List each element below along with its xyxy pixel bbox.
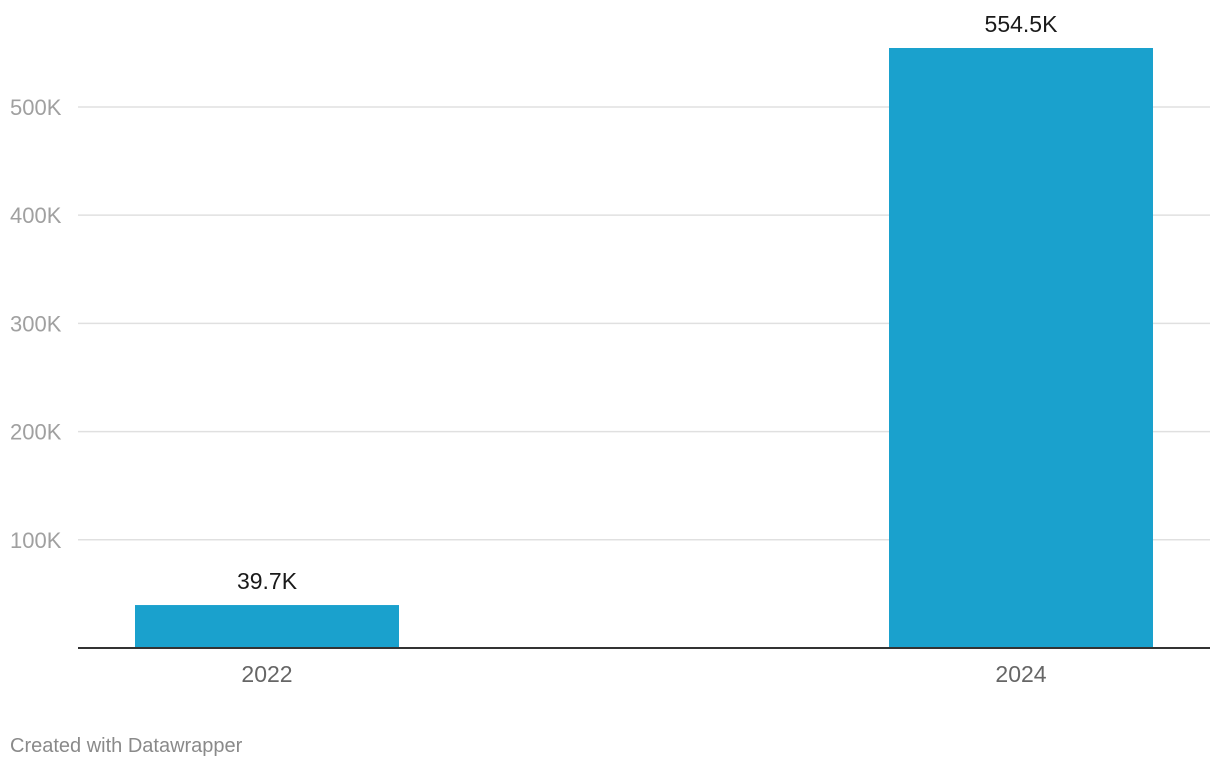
bar-2024 xyxy=(889,48,1153,648)
y-tick-label: 400K xyxy=(10,203,62,228)
y-tick-label: 100K xyxy=(10,528,62,553)
bar-value-label: 554.5K xyxy=(985,11,1059,37)
x-axis-category-labels: 2022 2024 xyxy=(241,661,1046,687)
bar-value-labels: 39.7K 554.5K xyxy=(237,11,1058,594)
y-axis-tick-labels: 100K 200K 300K 400K 500K xyxy=(10,95,62,553)
x-category-label: 2022 xyxy=(241,661,292,687)
y-tick-label: 300K xyxy=(10,311,62,336)
y-tick-label: 200K xyxy=(10,420,62,445)
datawrapper-credit: Created with Datawrapper xyxy=(10,735,243,757)
bars xyxy=(135,48,1153,648)
x-category-label: 2024 xyxy=(995,661,1046,687)
bar-2022 xyxy=(135,605,399,648)
y-tick-label: 500K xyxy=(10,95,62,120)
bar-value-label: 39.7K xyxy=(237,568,298,594)
